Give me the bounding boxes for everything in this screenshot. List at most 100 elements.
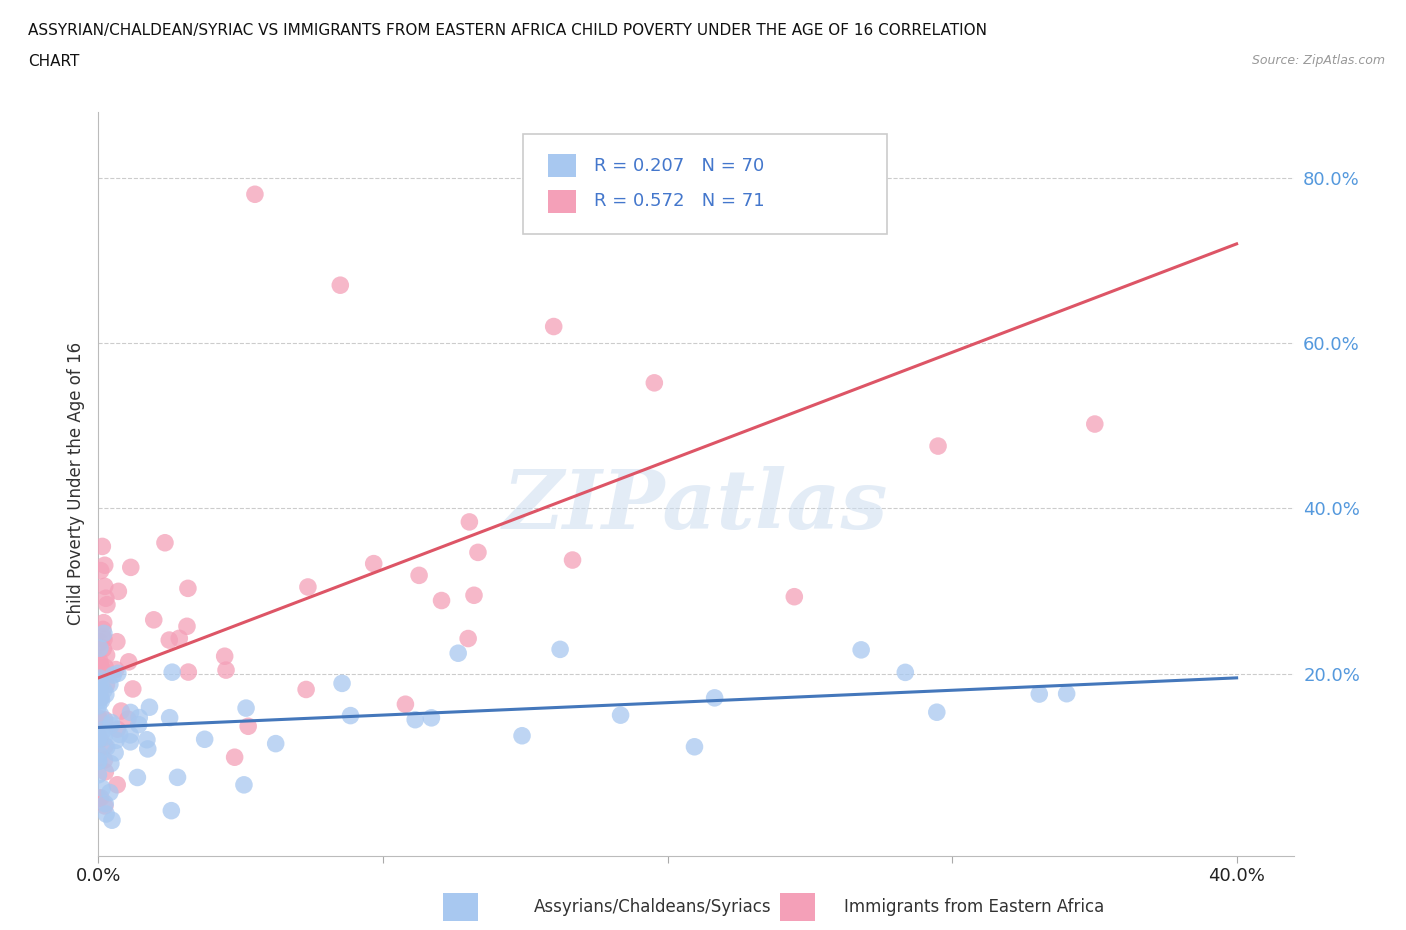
FancyBboxPatch shape [548,190,576,213]
Point [107,584,129,599]
Point [94,796,117,811]
Point [93,616,115,631]
Point [394,697,416,711]
Point [96,648,118,663]
Point [89,635,111,650]
Point [98,785,121,800]
Point [93,722,115,737]
Point [94,687,117,702]
Point [120,727,142,742]
Point [91,781,114,796]
Point [89,732,111,747]
Text: Assyrians/Chaldeans/Syriacs: Assyrians/Chaldeans/Syriacs [534,897,772,916]
Point [138,699,160,714]
Point [233,777,256,792]
Point [107,666,129,681]
Point [96,740,118,755]
Point [467,545,489,560]
Point [94,591,117,605]
Point [87,698,110,713]
Point [339,708,361,723]
Point [925,705,948,720]
Point [447,645,470,660]
Point [214,649,236,664]
Point [177,665,200,680]
Point [87,674,110,689]
Point [87,638,110,653]
Point [120,705,142,720]
Point [87,767,110,782]
Point [543,319,565,334]
Point [127,770,149,785]
Point [120,560,142,575]
Point [159,711,181,725]
Text: CHART: CHART [28,54,80,69]
Point [118,655,141,670]
Point [90,676,112,691]
Point [90,690,112,705]
Text: Immigrants from Eastern Africa: Immigrants from Eastern Africa [844,897,1104,916]
Point [121,682,143,697]
Point [297,579,319,594]
Point [295,682,318,697]
Point [243,187,266,202]
Point [153,536,176,551]
Point [117,711,139,726]
Point [93,558,115,573]
Text: Source: ZipAtlas.com: Source: ZipAtlas.com [1251,54,1385,67]
Point [89,658,111,672]
Point [90,790,112,805]
Point [87,754,110,769]
Point [104,662,127,677]
Point [87,732,110,747]
Point [103,668,125,683]
Point [176,618,198,633]
Point [87,689,110,704]
Point [100,718,122,733]
Point [215,663,238,678]
Point [90,660,112,675]
Point [90,693,112,708]
Point [94,764,117,779]
Point [108,727,131,742]
Point [135,732,157,747]
Point [609,708,631,723]
Point [105,634,128,649]
Point [87,688,110,703]
Point [96,597,118,612]
Point [93,632,115,647]
Point [89,747,111,762]
Point [89,671,111,685]
Y-axis label: Child Poverty Under the Age of 16: Child Poverty Under the Age of 16 [66,342,84,625]
Point [420,711,443,725]
Point [90,564,112,578]
Point [105,733,128,748]
Point [104,745,127,760]
Point [329,278,352,293]
Text: R = 0.207   N = 70: R = 0.207 N = 70 [595,156,765,175]
Text: ZIPatlas: ZIPatlas [503,466,889,546]
Point [404,712,426,727]
Point [93,712,115,727]
Point [1056,686,1078,701]
Point [90,691,112,706]
Point [128,717,150,732]
Point [100,756,122,771]
Point [510,728,533,743]
Point [430,593,453,608]
FancyBboxPatch shape [523,134,887,234]
Point [91,630,114,644]
Text: R = 0.572   N = 71: R = 0.572 N = 71 [595,193,765,210]
Point [264,737,287,751]
Point [643,376,665,391]
Point [87,684,110,699]
Point [100,715,122,730]
Point [363,556,385,571]
Point [91,622,114,637]
Point [458,514,481,529]
Point [927,439,949,454]
Point [93,626,115,641]
Point [238,719,260,734]
Point [157,632,180,647]
Point [160,665,183,680]
